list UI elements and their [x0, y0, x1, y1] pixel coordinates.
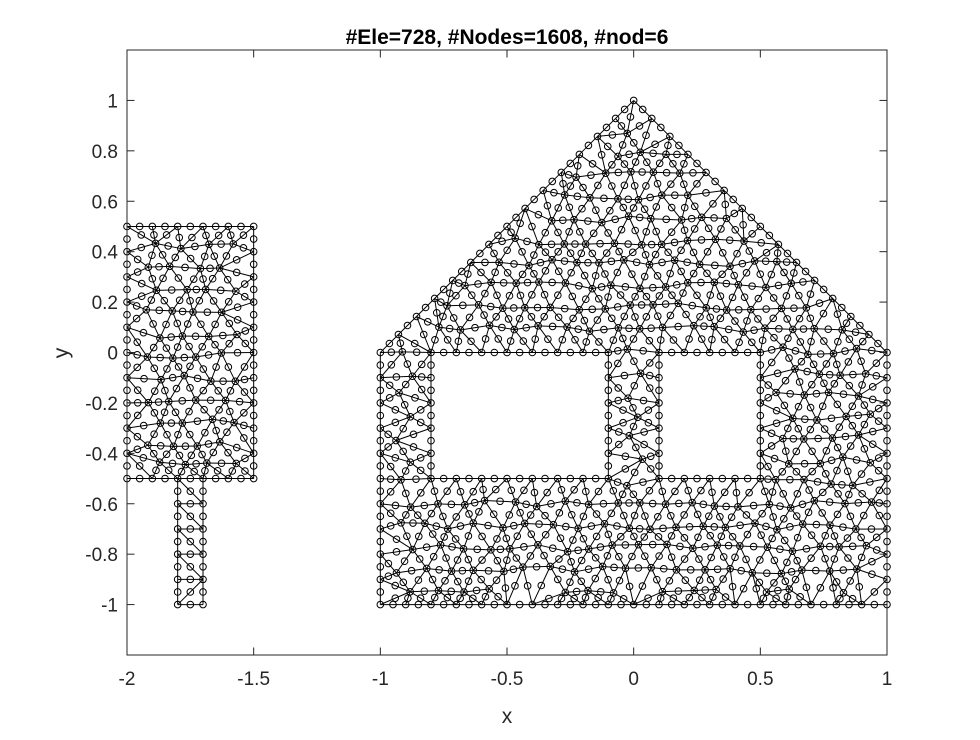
y-tick-label: -1 — [101, 596, 118, 617]
x-tick-label: 1 — [882, 669, 893, 690]
chart-title: #Ele=728, #Nodes=1608, #nod=6 — [346, 26, 669, 49]
mesh-edge — [539, 244, 564, 245]
y-tick-label: 1 — [107, 91, 118, 112]
x-axis-label: x — [502, 705, 513, 728]
mesh-edge — [402, 352, 431, 353]
y-tick-label: 0.4 — [92, 243, 119, 264]
x-tick-label: 0.5 — [747, 669, 773, 690]
y-tick-label: -0.8 — [85, 545, 118, 566]
y-tick-label: -0.4 — [85, 444, 118, 465]
x-tick-label: -2 — [119, 669, 136, 690]
y-tick-label: -0.2 — [85, 394, 118, 415]
y-tick-label: 0.8 — [92, 142, 118, 163]
mesh-edge — [156, 290, 187, 291]
x-tick-label: -0.5 — [491, 669, 524, 690]
mesh-edge — [625, 568, 651, 569]
y-tick-label: 0.6 — [92, 192, 118, 213]
x-tick-label: -1 — [372, 669, 389, 690]
y-axis-label: y — [50, 347, 73, 358]
mesh-edge — [680, 172, 706, 173]
x-tick-label: 0 — [628, 669, 639, 690]
y-tick-label: -0.6 — [85, 495, 118, 516]
y-tick-label: 0.2 — [92, 293, 118, 314]
x-tick-label: -1.5 — [237, 669, 270, 690]
y-tick-label: 0 — [107, 344, 118, 365]
